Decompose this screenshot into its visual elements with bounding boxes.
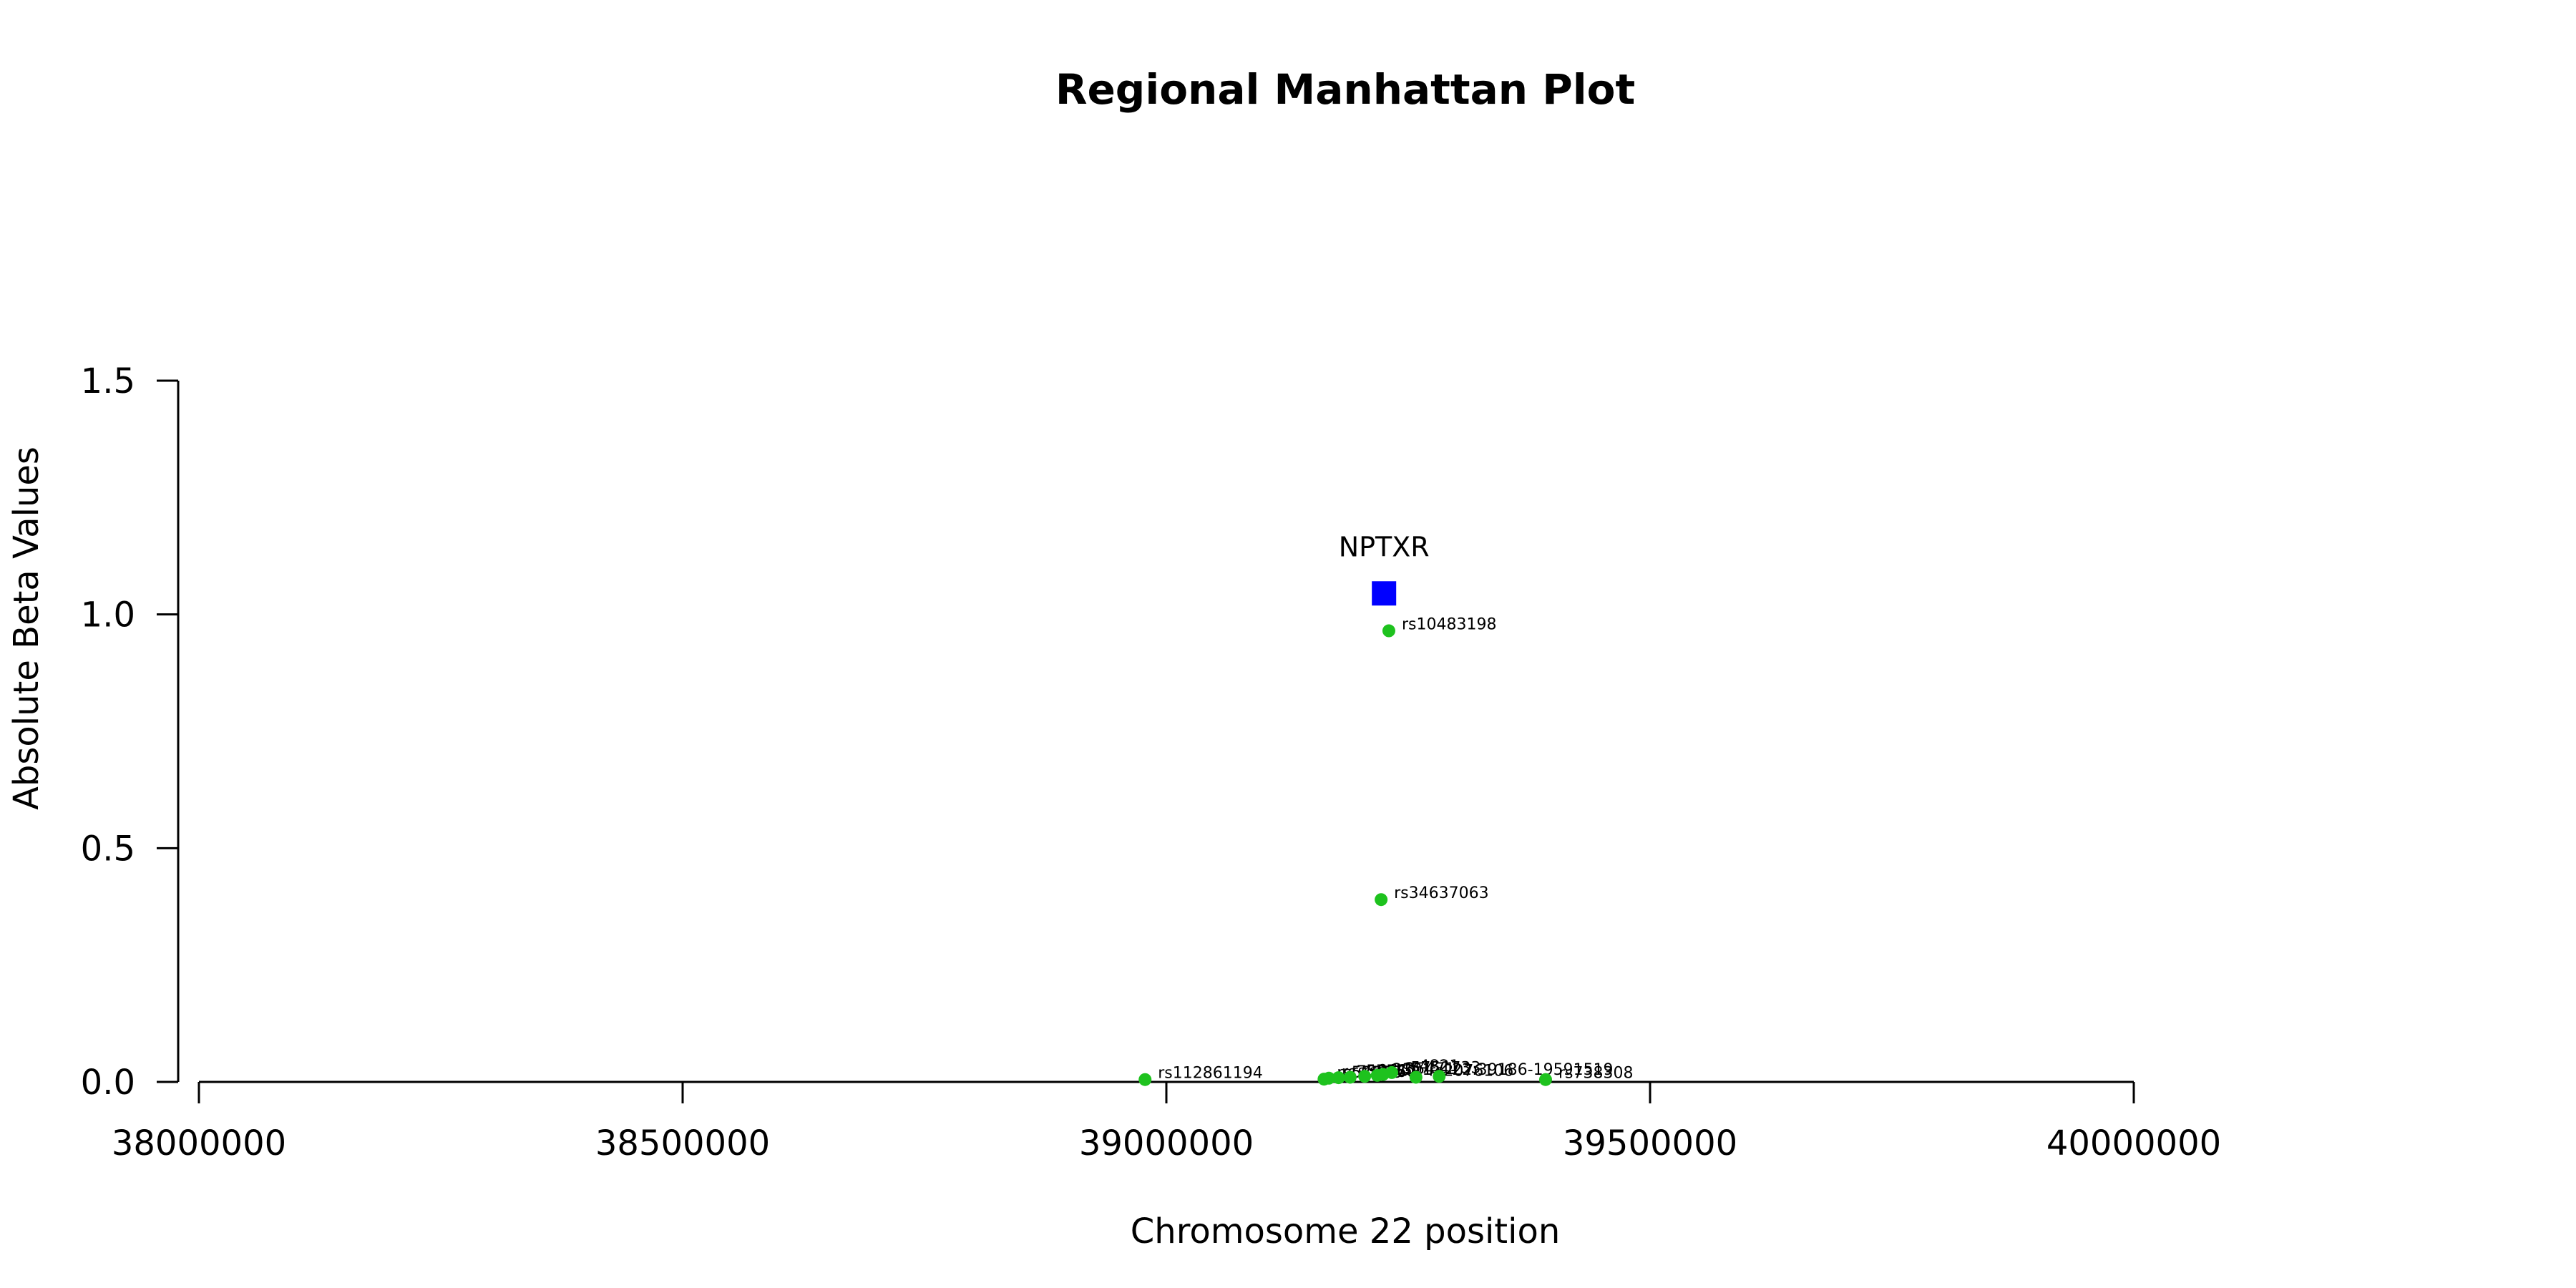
snp-point <box>1375 893 1388 907</box>
snp-label: rs10483198 <box>1402 616 1496 634</box>
snp-point <box>1343 1070 1357 1084</box>
snp-label: 22:39186-19591519 <box>1452 1061 1613 1079</box>
gene-marker <box>1372 581 1397 606</box>
y-axis: 0.0 0.5 1.0 1.5 <box>81 361 180 1103</box>
snp-point <box>1382 624 1395 638</box>
snp-point <box>1385 1065 1399 1079</box>
snp-point <box>1332 1071 1345 1085</box>
snp-label: rs112861194 <box>1158 1065 1262 1083</box>
x-axis: 38000000 38500000 39000000 39500000 40000000 <box>112 1080 2221 1163</box>
y-tick-label: 1.0 <box>81 595 135 635</box>
y-axis-label: Absolute Beta Values <box>6 447 47 810</box>
snp-point <box>1138 1073 1152 1086</box>
snp-point <box>1409 1070 1423 1084</box>
x-tick-label: 39000000 <box>1079 1123 1254 1163</box>
snp-point <box>1358 1070 1372 1083</box>
y-tick-label: 1.5 <box>81 361 135 401</box>
x-tick-label: 38000000 <box>112 1123 286 1163</box>
data-points: rs10483198rs34637063rs112861194rs57598rs… <box>1138 531 1634 1086</box>
y-tick-label: 0.0 <box>81 1063 135 1103</box>
x-tick-label: 40000000 <box>2046 1123 2221 1163</box>
y-tick-label: 0.5 <box>81 829 135 869</box>
snp-point <box>1322 1071 1336 1085</box>
chart-title: Regional Manhattan Plot <box>1055 65 1635 114</box>
x-tick-label: 38500000 <box>595 1123 770 1163</box>
x-axis-label: Chromosome 22 position <box>1131 1211 1561 1252</box>
snp-point <box>1433 1070 1446 1083</box>
snp-label: rs738308 <box>1558 1065 1634 1083</box>
snp-label: rs34637063 <box>1394 884 1488 902</box>
gene-label: NPTXR <box>1339 531 1430 562</box>
x-tick-label: 39500000 <box>1563 1123 1737 1163</box>
snp-point <box>1538 1073 1552 1086</box>
